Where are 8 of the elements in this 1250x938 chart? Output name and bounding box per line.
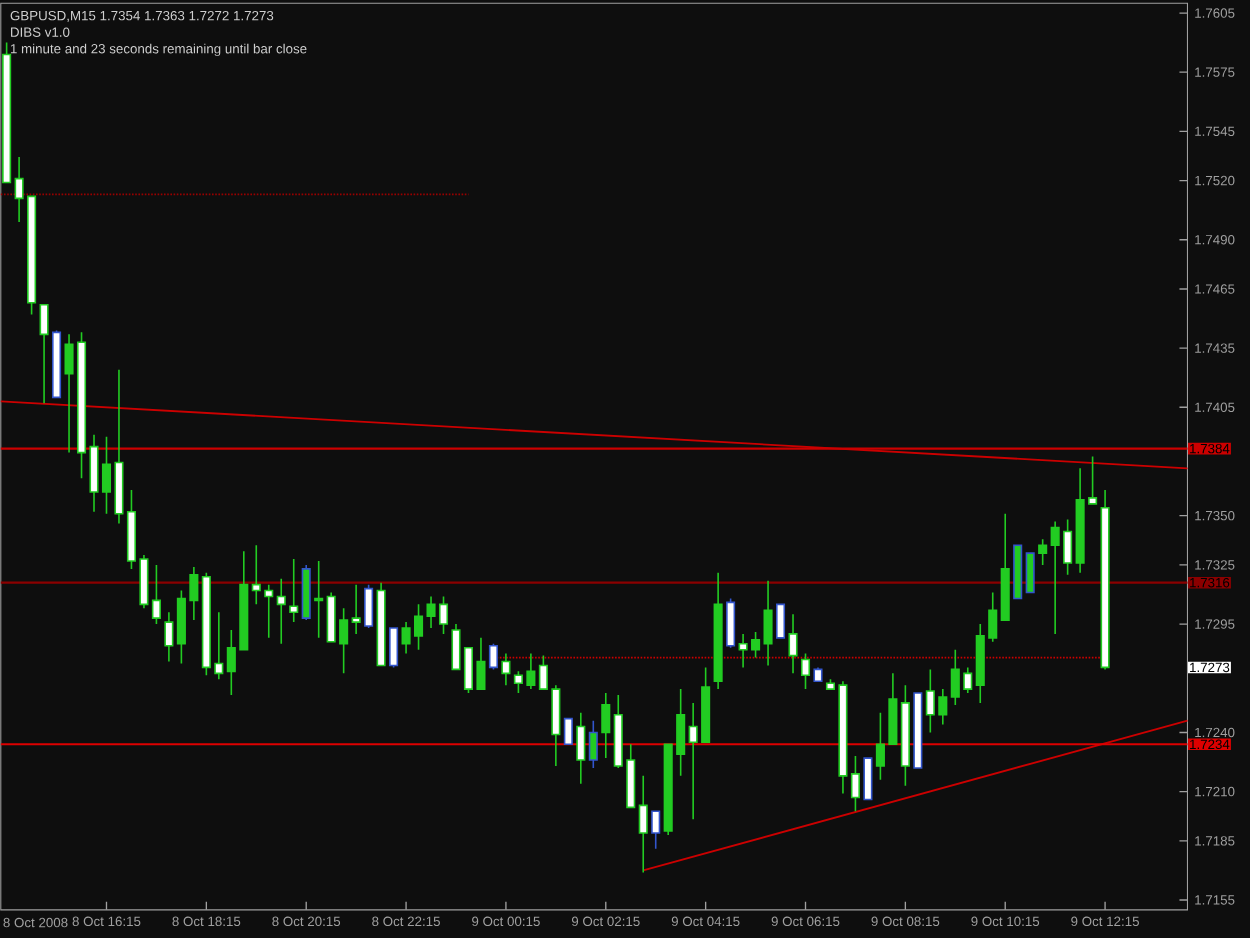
candlestick bbox=[276, 577, 286, 645]
candlestick bbox=[713, 572, 723, 690]
candlestick bbox=[164, 611, 174, 663]
candlestick bbox=[1100, 489, 1110, 671]
candlestick bbox=[726, 597, 736, 649]
candlestick bbox=[289, 558, 299, 623]
candlestick bbox=[2, 41, 12, 184]
candlestick bbox=[763, 579, 773, 667]
